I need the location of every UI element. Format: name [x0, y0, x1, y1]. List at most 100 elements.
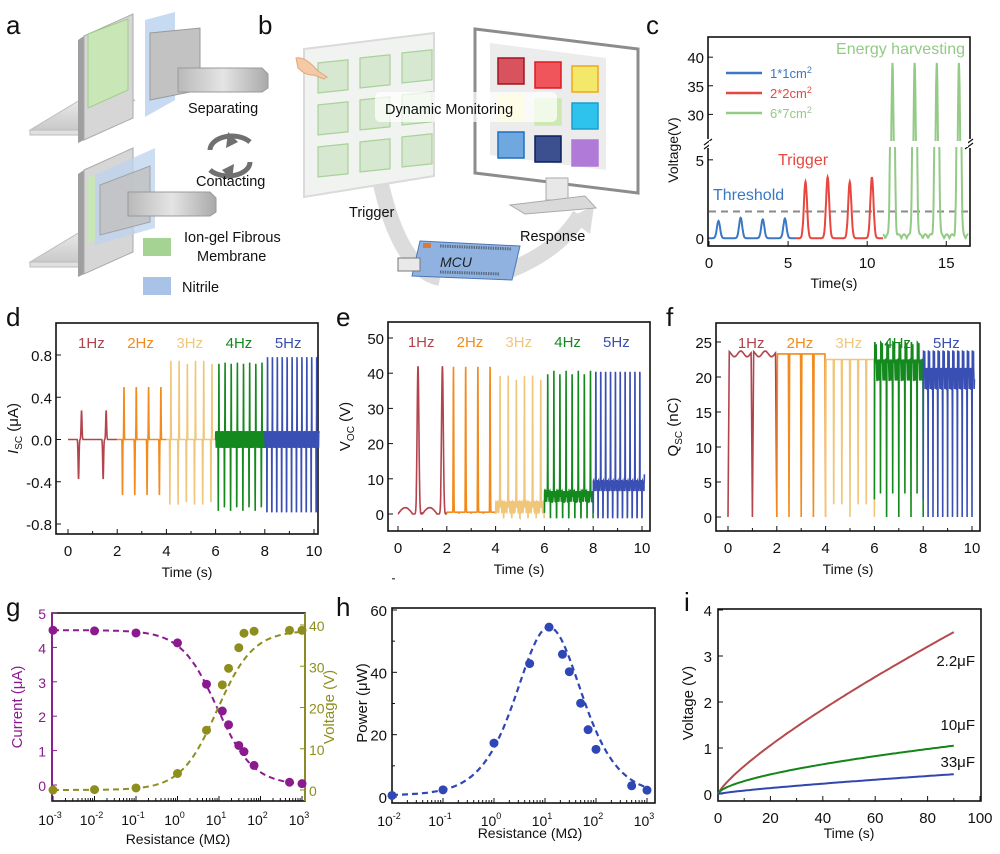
legend-label-2Hz: 2Hz	[787, 335, 814, 352]
threshold-annotation: Threshold	[713, 187, 784, 204]
screen-tile	[497, 131, 525, 159]
x-axis-label: Time(s)	[811, 275, 858, 291]
x-tick-label: 101	[206, 810, 227, 828]
break-gap-band	[709, 141, 968, 147]
legend-label-1Hz: 1Hz	[78, 335, 105, 352]
data-point-power	[525, 659, 535, 669]
y-tick-label: 50	[367, 331, 384, 348]
panel-label-d: d	[6, 302, 20, 332]
separating-label: Separating	[188, 101, 258, 117]
screen-tile	[571, 102, 599, 130]
series-line-33μF	[717, 773, 954, 795]
legend-a: Ion-gel Fibrous Membrane Nitrile	[143, 230, 281, 296]
x-tick-label: 100	[164, 810, 185, 828]
y-tick-label: 10	[695, 440, 712, 457]
y-tick-label: 0	[704, 787, 712, 804]
data-point-power	[564, 667, 574, 677]
panel-label-a: a	[6, 10, 21, 40]
y-tick-label: 5	[696, 153, 704, 170]
legend-label-5Hz: 5Hz	[603, 334, 630, 351]
x-tick-label: 102	[583, 811, 604, 829]
series-line-5Hz	[922, 350, 976, 518]
pad-tile	[359, 54, 391, 89]
x-tick-label: 0	[724, 540, 732, 557]
series-line-4Hz	[543, 370, 594, 519]
y-tick-label: 35	[687, 79, 704, 96]
data-point-Voltage	[131, 783, 141, 793]
y-tick-label-left: 5	[38, 606, 46, 622]
data-point-Voltage	[48, 785, 58, 795]
y-tick-label: 3	[704, 649, 712, 666]
series-line-5Hz	[592, 371, 646, 519]
data-point-Voltage	[173, 769, 182, 778]
y-tick-label: 0.0	[31, 433, 52, 450]
x-tick-label: 0	[394, 540, 402, 557]
x-tick-label: 100	[481, 811, 502, 829]
legend-swatch-nitrile	[143, 277, 171, 295]
data-point-Voltage	[202, 725, 212, 735]
response-label: Response	[520, 229, 585, 245]
x-tick-label: 0	[705, 255, 713, 272]
data-point-power	[489, 738, 499, 748]
y-tick-label: 0.4	[31, 390, 52, 407]
data-point-Voltage	[285, 625, 295, 635]
contacting-label: Contacting	[196, 174, 265, 190]
series-line-5Hz	[264, 357, 320, 513]
y-axis-label: ISC (μA)	[5, 403, 25, 454]
data-point-power	[583, 725, 593, 735]
series-line-1Hz	[397, 366, 447, 515]
data-point-power	[557, 649, 567, 659]
x-axis-label: Time (s)	[162, 564, 213, 580]
y-tick-label-right: 0	[309, 783, 317, 799]
data-point-power	[591, 744, 601, 754]
panel-b-illustration: Dynamic Monitoring Trigger Response MCU	[295, 27, 640, 286]
panel-label-i: i	[684, 587, 690, 617]
y-tick-label: 2	[704, 695, 712, 712]
dynamic-monitoring-banner	[375, 92, 557, 122]
data-point-Current	[249, 760, 259, 770]
x-axis-label: Time (s)	[494, 561, 545, 577]
y-axis-label-left: Current (μA)	[9, 666, 26, 749]
series-line-2x2cm	[796, 173, 883, 240]
x-tick-label: 10-1	[428, 811, 452, 829]
x-axis-label: Time (s)	[824, 825, 875, 841]
y-tick-label-right: 40	[309, 618, 325, 634]
y-tick-label: 0	[376, 507, 384, 524]
x-tick-label: 4	[821, 540, 829, 557]
legend-label-1Hz: 1Hz	[738, 335, 765, 352]
data-point-Current	[224, 720, 234, 730]
data-point-power	[576, 698, 586, 708]
y-tick-label-left: 3	[38, 675, 46, 691]
legend-label-ion-gel-2: Membrane	[197, 249, 266, 265]
y-tick-label: 0	[704, 510, 712, 527]
y-axis-label: Voltage(V)	[665, 117, 681, 182]
legend-label-4Hz: 4Hz	[884, 335, 911, 352]
x-tick-label: 10-2	[80, 810, 104, 828]
y-tick-label-left: 1	[38, 744, 46, 760]
x-tick-label: 40	[814, 810, 831, 827]
series-label-10μF: 10μF	[941, 717, 976, 734]
legend-label-3Hz: 3Hz	[176, 335, 203, 352]
x-tick-label: 10-3	[38, 810, 62, 828]
x-tick-label: 103	[289, 810, 310, 828]
x-tick-label: 102	[247, 810, 268, 828]
x-tick-label: 6	[211, 543, 219, 560]
x-tick-label: 20	[762, 810, 779, 827]
data-point-Current	[217, 706, 227, 716]
pad-tile	[401, 49, 433, 84]
series-line-2Hz	[775, 353, 827, 518]
y-tick-label: 0	[696, 231, 704, 248]
chart-e: 0 2 4 6 8 10 0 10 20 30 40 50 Time (s) VOC (V) 1Hz 2Hz 3…	[337, 321, 651, 577]
data-point-Current	[239, 747, 249, 757]
x-axis-label: Resistance (MΩ)	[478, 825, 583, 841]
pad-tile	[401, 133, 433, 168]
x-tick-label: 103	[634, 811, 655, 829]
series-line-1Hz	[68, 410, 118, 480]
chart-g: 10-3 10-2 10-1 100 101 102 103 0 1 2 3 4 5 0 10 20 30 40 R…	[9, 606, 338, 847]
data-point-Current	[202, 679, 212, 689]
legend-swatch-ion-gel	[143, 238, 171, 256]
series-line-2Hz	[117, 386, 167, 496]
axis-break-gap	[966, 139, 974, 148]
y-tick-label: 25	[695, 335, 712, 352]
data-point-Voltage	[234, 643, 244, 653]
